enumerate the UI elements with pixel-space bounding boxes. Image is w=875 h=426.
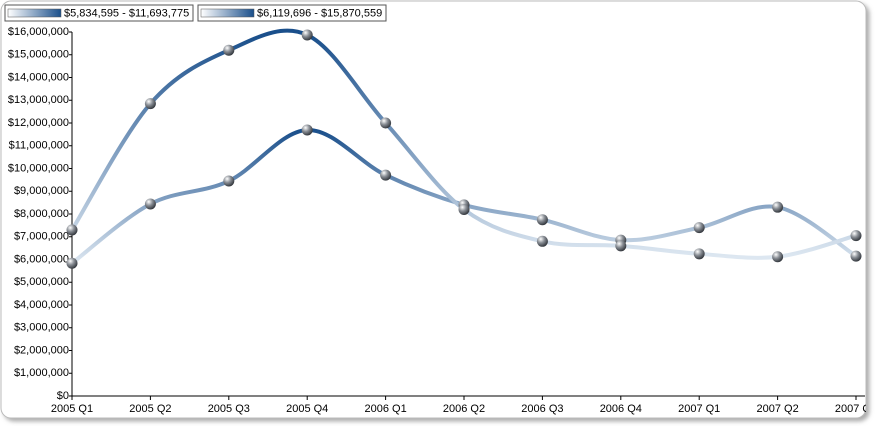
y-tick-label: $4,000,000 — [14, 299, 69, 311]
x-tick-label: 2006 Q2 — [443, 403, 485, 415]
x-tick-label: 2007 Q1 — [678, 403, 720, 415]
x-tick-label: 2007 Q2 — [756, 403, 798, 415]
y-tick-label: $7,000,000 — [14, 231, 69, 243]
data-point — [380, 117, 392, 129]
data-point — [223, 44, 235, 56]
legend-swatch — [7, 8, 62, 18]
data-point — [223, 175, 235, 187]
x-tick-label: 2006 Q1 — [364, 403, 406, 415]
data-point — [850, 230, 862, 242]
data-point — [693, 222, 705, 234]
data-point — [693, 248, 705, 260]
x-tick-label: 2007 Q3 — [835, 403, 875, 415]
data-point — [850, 250, 862, 262]
y-tick-label: $11,000,000 — [9, 140, 69, 152]
y-tick-label: $5,000,000 — [14, 276, 69, 288]
legend-swatch — [200, 8, 255, 18]
data-point — [66, 224, 78, 236]
y-tick-label: $16,000,000 — [8, 26, 69, 38]
y-tick-label: $6,000,000 — [14, 253, 69, 265]
y-tick-label: $9,000,000 — [14, 185, 69, 197]
data-point — [536, 214, 548, 226]
data-point — [380, 169, 392, 181]
y-tick-label: $14,000,000 — [8, 71, 69, 83]
series-line — [70, 28, 858, 260]
data-point — [144, 98, 156, 110]
y-tick-label: $8,000,000 — [14, 208, 69, 220]
legend-label: $5,834,595 - $11,693,775 — [64, 7, 189, 19]
data-point — [615, 240, 627, 252]
data-point — [66, 257, 78, 269]
y-tick-label: $10,000,000 — [8, 162, 69, 174]
data-point — [458, 203, 470, 215]
x-tick-label: 2005 Q4 — [286, 403, 328, 415]
y-tick-label: $15,000,000 — [8, 49, 69, 61]
data-point — [144, 198, 156, 210]
legend-label: $6,119,696 - $15,870,559 — [257, 7, 382, 19]
data-point — [536, 235, 548, 247]
data-point — [772, 251, 784, 263]
x-tick-label: 2005 Q1 — [51, 403, 93, 415]
data-point — [772, 201, 784, 213]
x-tick-label: 2005 Q2 — [129, 403, 171, 415]
y-tick-label: $2,000,000 — [14, 344, 69, 356]
data-point — [301, 124, 313, 136]
y-tick-label: $1,000,000 — [14, 367, 69, 379]
y-tick-label: $12,000,000 — [8, 117, 69, 129]
x-tick-label: 2006 Q3 — [521, 403, 563, 415]
y-tick-label: $3,000,000 — [14, 322, 69, 334]
y-tick-label: $0 — [57, 390, 69, 402]
y-tick-label: $13,000,000 — [8, 94, 69, 106]
x-tick-label: 2006 Q4 — [600, 403, 642, 415]
data-point — [301, 29, 313, 41]
x-tick-label: 2005 Q3 — [208, 403, 250, 415]
